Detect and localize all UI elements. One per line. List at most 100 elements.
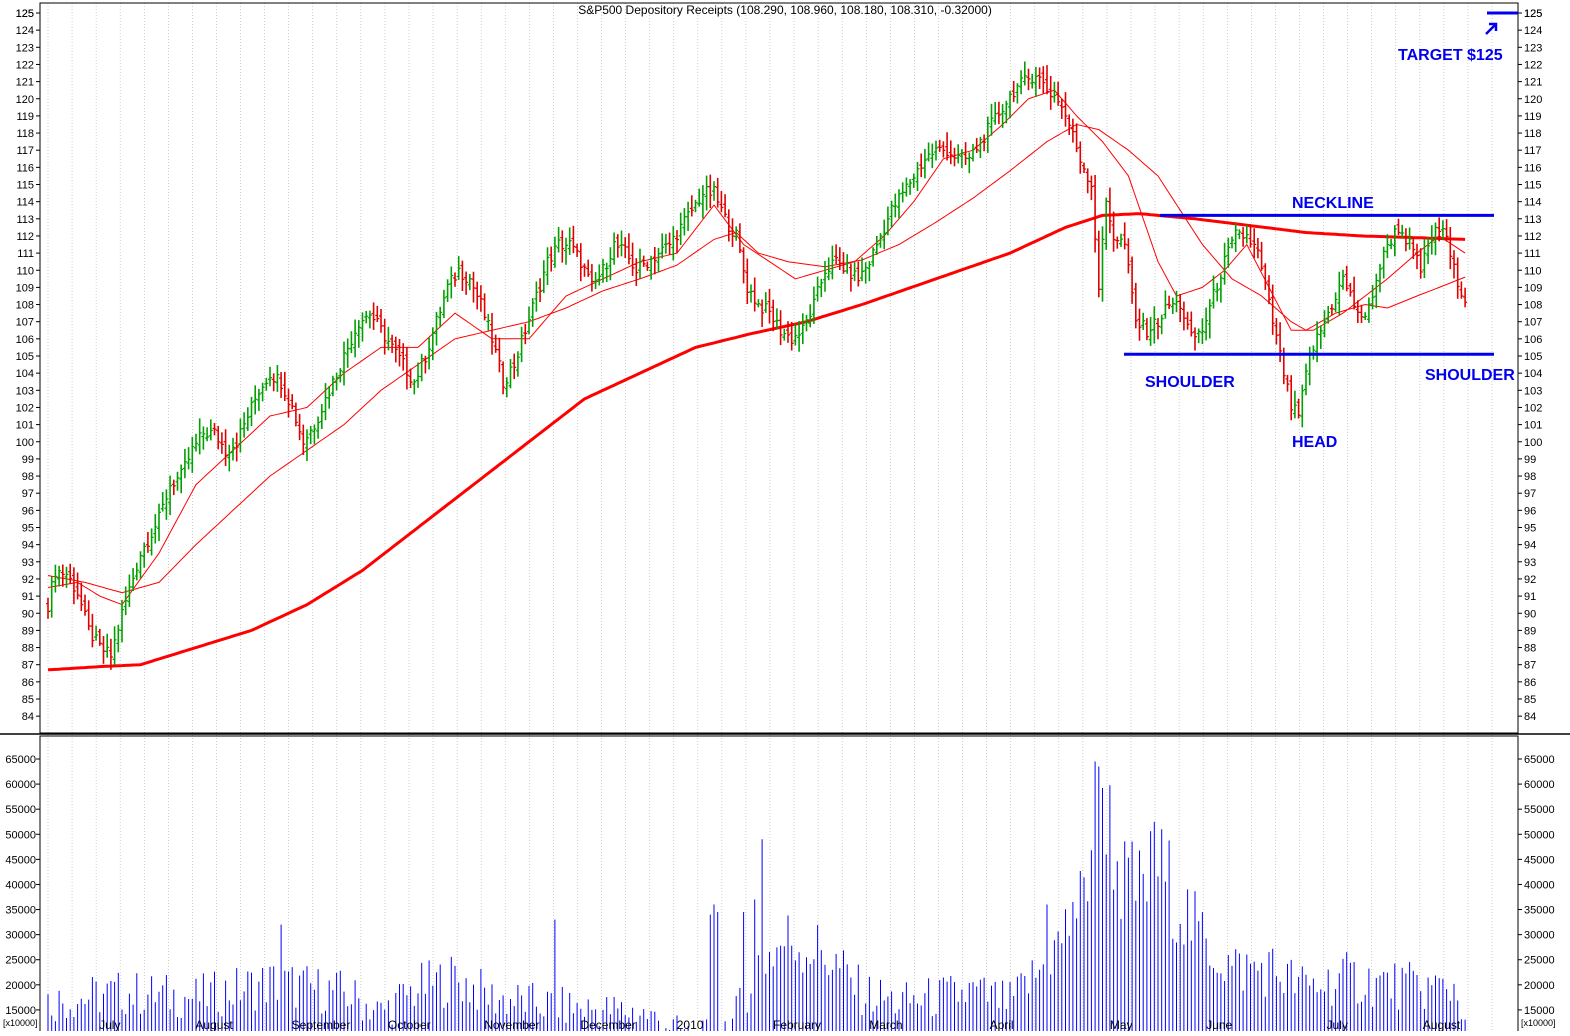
price-bar: [848, 263, 853, 292]
price-bar: [993, 101, 998, 125]
price-bar: [760, 299, 765, 327]
price-bar: [675, 230, 679, 254]
month-label: August: [195, 1018, 233, 1031]
price-bar: [800, 313, 805, 345]
y-tick-label-left: 123: [16, 42, 34, 54]
price-bar: [945, 132, 950, 161]
price-bar: [1067, 114, 1072, 135]
price-bar: [171, 479, 176, 496]
neckline-label: NECKLINE: [1292, 195, 1374, 212]
y-tick-label-left: 90: [22, 608, 34, 620]
price-bar: [860, 257, 864, 282]
price-bar: [1278, 322, 1283, 362]
price-bar: [423, 355, 428, 374]
y-tick-label-right: 84: [1524, 711, 1536, 723]
price-bar: [1100, 226, 1105, 302]
y-tick-label-left: 99: [22, 454, 34, 466]
price-bar: [1344, 265, 1349, 292]
volume-bars: [47, 761, 1466, 1036]
chart-title: S&P500 Depository Receipts (108.290, 108…: [578, 3, 992, 17]
price-bar: [615, 234, 620, 258]
price-bar: [1159, 314, 1164, 335]
price-bar: [208, 419, 213, 441]
price-bar: [1104, 197, 1109, 250]
y-tick-label-left: 89: [22, 625, 34, 637]
y-tick-label-right: 92: [1524, 574, 1536, 586]
price-bar: [852, 262, 857, 282]
price-bar: [1170, 297, 1175, 315]
moving-averages: [47, 89, 1466, 672]
price-bar: [1141, 312, 1146, 330]
price-bar: [83, 594, 87, 616]
price-bar: [597, 264, 602, 286]
price-bar: [101, 635, 106, 664]
price-bar: [194, 433, 198, 452]
y-tick-label-left: 97: [22, 488, 34, 500]
price-bar: [871, 247, 876, 267]
price-bar: [1389, 238, 1394, 250]
price-bar: [1270, 284, 1275, 335]
price-bar: [379, 308, 383, 333]
y-tick-label-right: 93: [1524, 557, 1536, 569]
price-bar: [1422, 238, 1427, 279]
price-bar: [778, 310, 783, 346]
price-bar: [275, 365, 280, 392]
volume-tick-label-left: 20000: [5, 980, 36, 992]
y-tick-label-right: 117: [1524, 145, 1542, 157]
price-bar: [1137, 308, 1142, 341]
y-tick-label-left: 113: [16, 214, 34, 226]
price-bar: [678, 212, 683, 246]
y-tick-label-left: 103: [16, 385, 34, 397]
price-bar: [782, 328, 787, 341]
price-bar: [845, 254, 850, 274]
price-bar: [660, 233, 665, 259]
price-bar: [882, 219, 887, 250]
price-bar: [1207, 299, 1212, 339]
price-bar: [623, 237, 628, 259]
price-bar: [1381, 246, 1386, 279]
month-label: October: [388, 1018, 431, 1031]
price-bar: [1263, 263, 1268, 290]
price-bar: [1392, 225, 1397, 257]
target-arrow-head-icon: [1489, 22, 1498, 31]
grid: [47, 3, 1493, 1036]
volume-tick-label-left: 65000: [5, 754, 36, 766]
price-bar: [1255, 237, 1260, 259]
price-bar: [634, 258, 639, 286]
y-tick-label-right: 98: [1524, 471, 1536, 483]
price-bar: [94, 625, 99, 641]
price-bar: [153, 514, 158, 544]
price-bar: [715, 177, 720, 208]
price-bar: [131, 568, 136, 591]
price-bar: [971, 143, 975, 162]
y-tick-label-right: 99: [1524, 454, 1536, 466]
y-tick-label-right: 87: [1524, 660, 1536, 672]
price-bar: [1396, 218, 1401, 236]
price-bar: [1048, 75, 1053, 110]
price-bar: [786, 321, 790, 343]
price-bar: [556, 227, 561, 253]
price-bar: [375, 305, 380, 323]
price-bar: [286, 388, 291, 418]
price-bar: [186, 447, 191, 470]
y-tick-label-left: 93: [22, 557, 34, 569]
price-bar: [116, 624, 121, 653]
price-bar: [364, 310, 369, 324]
volume-multiplier-right: [x10000]: [1521, 1018, 1556, 1028]
price-bar: [704, 175, 709, 211]
price-bar: [1126, 238, 1131, 274]
price-bar: [1211, 275, 1216, 309]
y-tick-label-left: 115: [16, 180, 34, 192]
y-tick-label-right: 113: [1524, 214, 1542, 226]
price-bar: [120, 599, 124, 643]
price-bar: [427, 337, 432, 370]
price-bar: [1093, 174, 1098, 253]
volume-tick-label-right: 30000: [1524, 930, 1555, 942]
price-bar: [316, 416, 321, 439]
price-bar: [523, 323, 528, 345]
price-bar: [1370, 284, 1375, 310]
volume-tick-label-left: 60000: [5, 779, 36, 791]
price-bar: [1452, 250, 1456, 279]
y-tick-label-right: 94: [1524, 540, 1536, 552]
volume-tick-label-left: 40000: [5, 879, 36, 891]
